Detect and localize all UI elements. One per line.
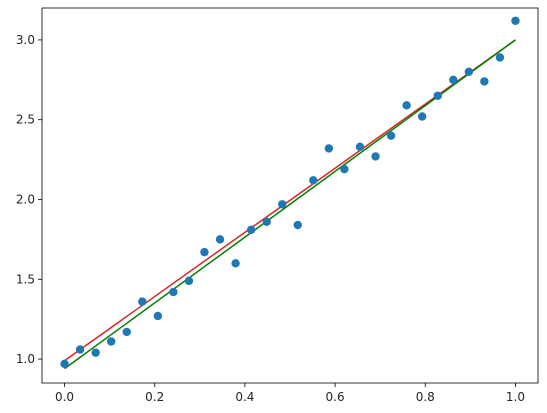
scatter-point — [106, 337, 116, 346]
axes-background — [42, 8, 538, 383]
scatter-point — [355, 142, 365, 152]
scatter-point — [495, 53, 505, 62]
scatter-point — [386, 131, 396, 140]
scatter-point — [417, 112, 427, 121]
y-tick-label: 2.0 — [16, 192, 35, 206]
scatter-point — [169, 287, 178, 297]
scatter-point — [215, 235, 225, 244]
scatter-point — [340, 164, 349, 174]
x-tick-label: 0.8 — [416, 390, 435, 404]
scatter-point — [246, 225, 256, 235]
scatter-point — [278, 200, 287, 209]
y-axis: 1.0 1.5 2.0 2.5 3.0 — [16, 33, 42, 366]
scatter-point — [402, 101, 411, 110]
scatter-point — [184, 276, 194, 286]
x-axis: 0.0 0.2 0.4 0.6 0.8 1.0 — [55, 383, 525, 404]
scatter-point — [464, 67, 474, 77]
scatter-point — [138, 297, 147, 306]
scatter-point — [231, 259, 240, 268]
x-tick-label: 1.0 — [506, 390, 525, 404]
scatter-point — [449, 75, 458, 85]
scatter-point — [309, 176, 318, 185]
scatter-point — [122, 327, 131, 337]
y-tick-label: 3.0 — [16, 33, 35, 47]
points-layer — [60, 16, 520, 369]
x-tick-label: 0.0 — [55, 390, 74, 404]
scatter-point — [511, 16, 520, 25]
y-tick-label: 1.5 — [16, 272, 35, 286]
y-tick-label: 2.5 — [16, 113, 35, 127]
scatter-point — [91, 348, 100, 357]
plot-area — [41, 7, 539, 384]
scatter-point — [75, 345, 85, 354]
x-tick-label: 0.2 — [145, 390, 164, 404]
scatter-point — [60, 359, 69, 369]
scatter-point — [200, 247, 209, 257]
scatter-point — [293, 220, 302, 230]
scatter-point — [433, 91, 442, 100]
x-tick-label: 0.4 — [235, 390, 254, 404]
scatter-point — [371, 152, 380, 161]
scatter-point — [324, 144, 334, 153]
scatter-point — [480, 77, 489, 86]
scatter-point — [262, 217, 271, 227]
y-tick-label: 1.0 — [16, 352, 35, 366]
scatter-point — [153, 311, 163, 321]
axes-frame — [41, 7, 539, 384]
x-tick-label: 0.6 — [326, 390, 345, 404]
